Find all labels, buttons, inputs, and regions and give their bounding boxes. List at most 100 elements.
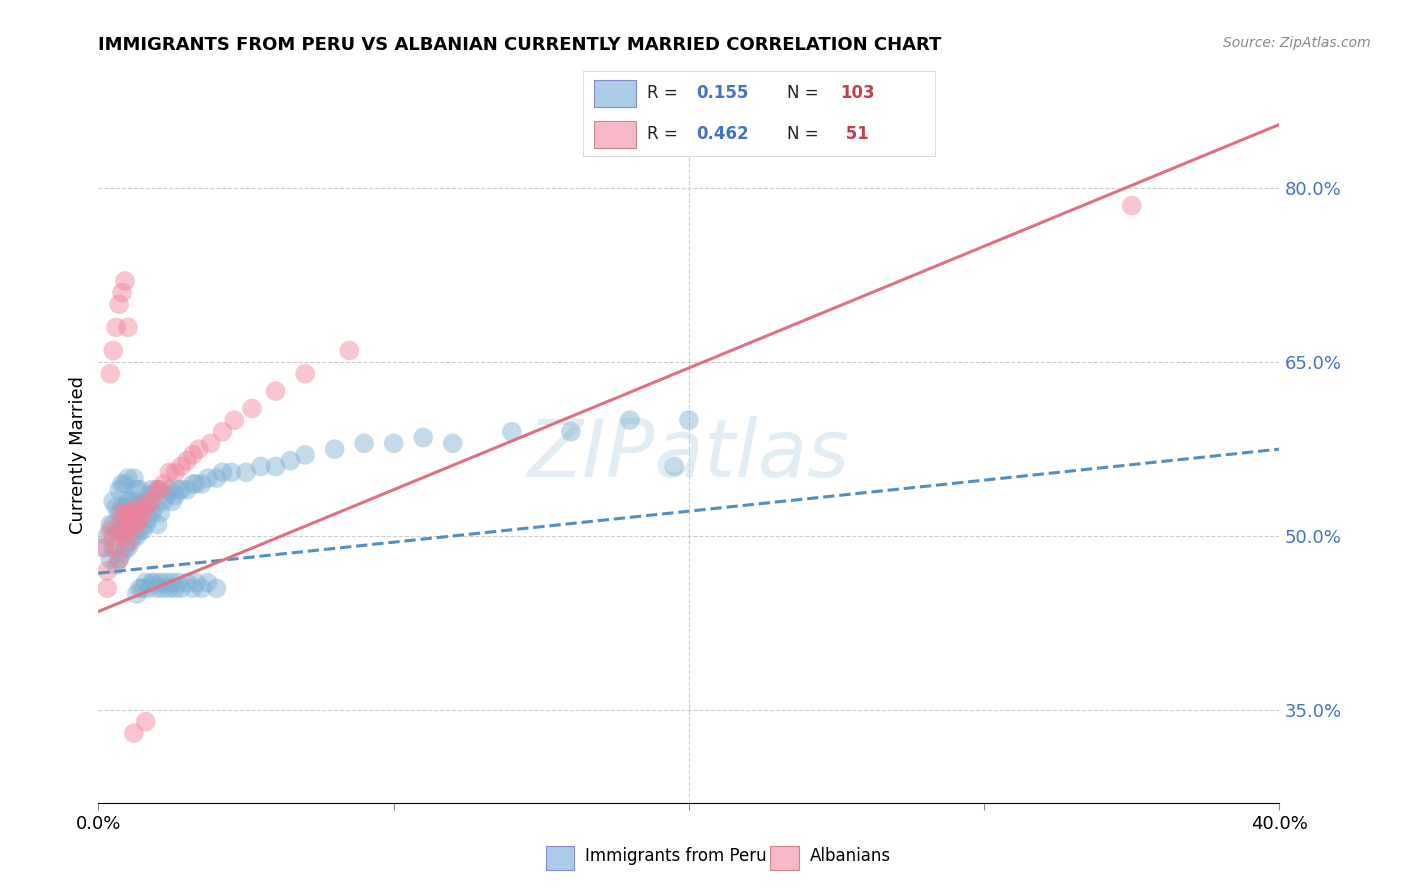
Point xyxy=(149,483,172,497)
Point xyxy=(128,506,150,520)
Point xyxy=(122,529,145,543)
Text: N =: N = xyxy=(787,125,824,143)
Point xyxy=(96,582,118,596)
Point xyxy=(165,582,187,596)
Point xyxy=(191,582,214,596)
Point xyxy=(128,511,150,525)
Point xyxy=(125,506,148,520)
Point xyxy=(108,517,131,532)
Point xyxy=(105,523,128,537)
Point xyxy=(114,517,136,532)
Point xyxy=(128,582,150,596)
Point xyxy=(181,476,204,491)
Point xyxy=(250,459,273,474)
Point xyxy=(294,448,316,462)
Point xyxy=(120,506,142,520)
Text: 51: 51 xyxy=(841,125,869,143)
Point xyxy=(353,436,375,450)
Point xyxy=(96,564,118,578)
Point xyxy=(146,483,169,497)
Point xyxy=(1121,198,1143,212)
Point xyxy=(103,494,125,508)
Point xyxy=(117,534,139,549)
Point xyxy=(120,494,142,508)
Point xyxy=(132,582,155,596)
Point xyxy=(98,523,121,537)
Point xyxy=(167,575,190,590)
Point xyxy=(184,476,207,491)
Point xyxy=(111,476,134,491)
Point xyxy=(98,517,121,532)
Point xyxy=(678,413,700,427)
Point xyxy=(122,494,145,508)
Point xyxy=(103,343,125,358)
Text: 103: 103 xyxy=(841,85,875,103)
Point xyxy=(141,494,163,508)
Point xyxy=(114,541,136,555)
Point xyxy=(224,413,246,427)
Point xyxy=(205,582,228,596)
Point xyxy=(114,529,136,543)
Point xyxy=(138,511,160,525)
Point xyxy=(105,500,128,514)
Point xyxy=(167,483,190,497)
Point xyxy=(111,500,134,514)
Point xyxy=(108,552,131,566)
Point xyxy=(264,384,287,398)
Point xyxy=(114,274,136,288)
Point xyxy=(205,471,228,485)
Point xyxy=(122,511,145,525)
Point xyxy=(501,425,523,439)
Point xyxy=(264,459,287,474)
Point xyxy=(135,500,157,514)
FancyBboxPatch shape xyxy=(593,120,637,147)
Point xyxy=(412,431,434,445)
Point xyxy=(323,442,346,457)
Point xyxy=(111,546,134,561)
Point xyxy=(165,489,187,503)
Point xyxy=(157,483,180,497)
Point xyxy=(111,523,134,537)
Point xyxy=(219,466,242,480)
Point xyxy=(117,511,139,525)
Point xyxy=(108,552,131,566)
Point xyxy=(132,506,155,520)
Point xyxy=(125,483,148,497)
Point xyxy=(619,413,641,427)
Point xyxy=(181,448,204,462)
Point xyxy=(132,500,155,514)
Point xyxy=(339,343,360,358)
Point xyxy=(211,425,233,439)
Text: R =: R = xyxy=(647,125,683,143)
Point xyxy=(170,483,193,497)
Point xyxy=(560,425,582,439)
Point xyxy=(149,575,172,590)
Point xyxy=(125,587,148,601)
Point xyxy=(146,582,169,596)
Text: N =: N = xyxy=(787,85,824,103)
Point xyxy=(135,714,157,729)
Text: 0.155: 0.155 xyxy=(696,85,748,103)
Point xyxy=(184,575,207,590)
Point xyxy=(105,541,128,555)
Point xyxy=(200,436,222,450)
Point xyxy=(93,541,115,555)
Point xyxy=(141,483,163,497)
Point xyxy=(197,471,219,485)
Point xyxy=(211,466,233,480)
Point xyxy=(120,523,142,537)
Point xyxy=(103,529,125,543)
Point xyxy=(114,476,136,491)
Text: R =: R = xyxy=(647,85,683,103)
Point xyxy=(108,297,131,311)
Point xyxy=(117,320,139,334)
Point xyxy=(105,558,128,573)
Point xyxy=(117,517,139,532)
Point xyxy=(117,541,139,555)
Point xyxy=(176,483,198,497)
Point xyxy=(125,529,148,543)
Point xyxy=(141,506,163,520)
Text: Source: ZipAtlas.com: Source: ZipAtlas.com xyxy=(1223,36,1371,50)
Point xyxy=(135,494,157,508)
Point xyxy=(132,523,155,537)
